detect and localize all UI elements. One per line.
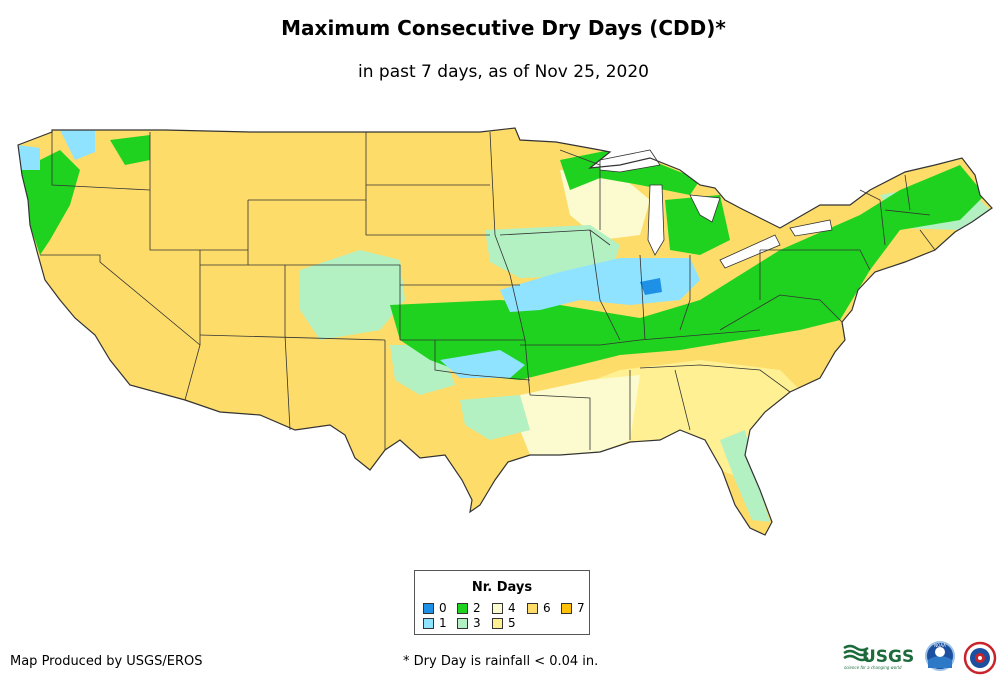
state-borders (40, 131, 936, 450)
legend-swatch (423, 603, 434, 614)
agency-logos: USGS science for a changing world NOAA (843, 641, 997, 675)
legend-label: 1 (439, 616, 447, 630)
region-2-days-upper-michigan (560, 150, 700, 195)
legend-title: Nr. Days (471, 580, 533, 595)
svg-text:NOAA: NOAA (934, 643, 946, 648)
region-3-days-florida (720, 430, 770, 522)
legend-label: 0 (439, 601, 447, 615)
legend-label: 2 (473, 601, 481, 615)
map-subtitle: in past 7 days, as of Nov 25, 2020 (358, 62, 649, 82)
legend-label: 3 (473, 616, 481, 630)
legend-swatch (561, 603, 572, 614)
region-2-days-pacific-nw (20, 150, 80, 255)
region-4-days-south (520, 375, 640, 455)
legend-swatch (457, 618, 468, 629)
region-3-days-iowa (485, 225, 620, 278)
legend: Nr. Days 0 1 2 3 4 5 6 7 (414, 570, 590, 635)
legend-label: 7 (577, 601, 585, 615)
noaa-logo: NOAA (925, 641, 955, 671)
svg-text:USGS: USGS (862, 647, 914, 667)
region-1-day-olympic (18, 145, 40, 170)
region-1-day-oklahoma (440, 350, 525, 378)
map-title: Maximum Consecutive Dry Days (CDD)* (281, 16, 726, 40)
region-0-days-indiana (640, 278, 662, 295)
usgs-logo: USGS science for a changing world (843, 644, 914, 670)
region-1-day-midwest (500, 258, 700, 312)
legend-swatch (423, 618, 434, 629)
nws-logo (963, 641, 997, 675)
map-credit: Map Produced by USGS/EROS (10, 654, 203, 669)
legend-swatch (527, 603, 538, 614)
great-lakes (599, 149, 833, 269)
region-2-days-idaho (110, 135, 150, 165)
region-1-day-washington (60, 130, 95, 160)
legend-label: 5 (508, 616, 516, 630)
legend-swatch (492, 618, 503, 629)
svg-text:science for a changing world: science for a changing world (844, 665, 902, 670)
legend-swatch (492, 603, 503, 614)
dry-days-field (18, 128, 992, 535)
legend-label: 6 (543, 601, 551, 615)
region-2-days-central-east (390, 165, 985, 380)
region-4-days-wisconsin (560, 170, 650, 240)
dry-day-footnote: * Dry Day is rainfall < 0.04 in. (403, 654, 599, 669)
legend-swatch (457, 603, 468, 614)
region-3-days-colorado (300, 250, 405, 340)
region-3-days-texas (460, 395, 530, 440)
legend-label: 4 (508, 601, 516, 615)
